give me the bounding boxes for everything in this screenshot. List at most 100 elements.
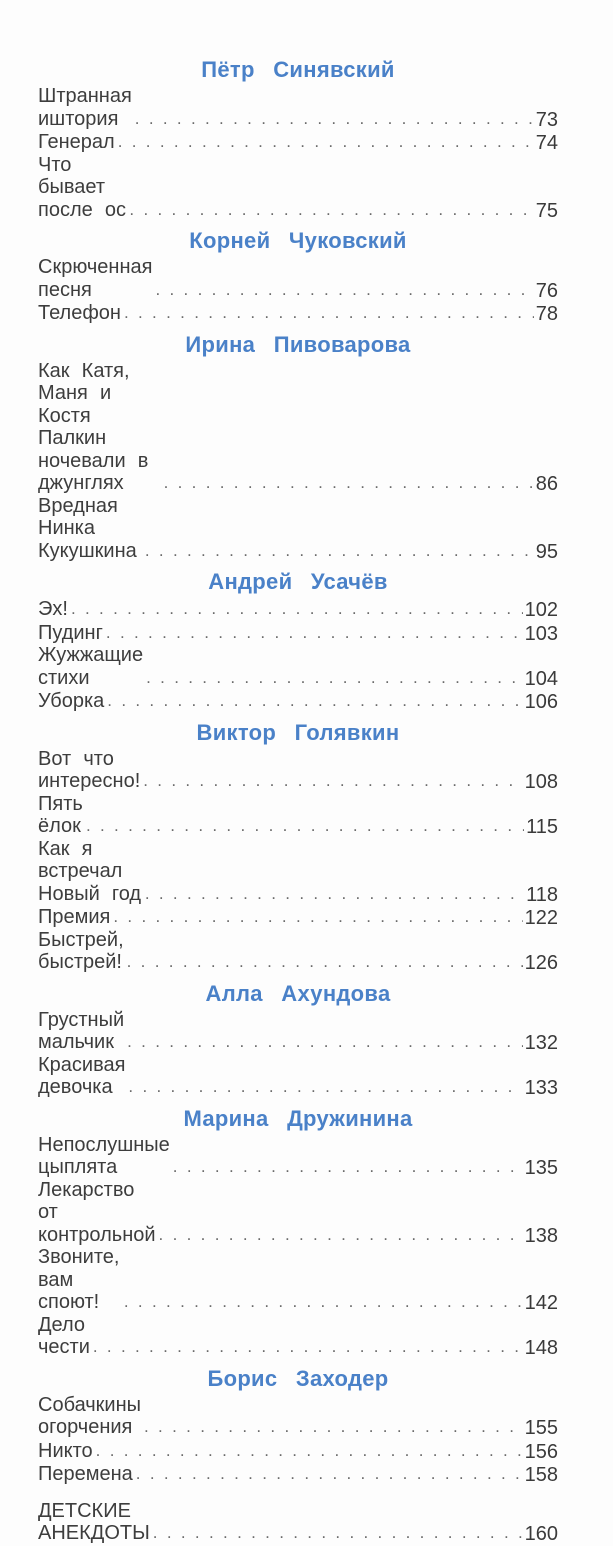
entry-title: Собачкины огорчения bbox=[38, 1393, 142, 1439]
entry-page-number: 95 bbox=[535, 540, 558, 563]
dotted-leader bbox=[93, 1335, 523, 1359]
toc-entry: Красивая девочка 133 bbox=[38, 1053, 558, 1100]
dotted-leader bbox=[129, 198, 533, 222]
author-heading: Корней Чуковский bbox=[189, 228, 407, 253]
dotted-leader bbox=[135, 107, 534, 131]
entry-page-number: 122 bbox=[524, 907, 558, 929]
entry-page-number: 106 bbox=[524, 691, 558, 713]
entry-page-number: 104 bbox=[524, 667, 558, 690]
entry-page-number: 115 bbox=[526, 816, 558, 838]
toc-entry: Грустный мальчик 132 bbox=[38, 1008, 558, 1055]
author-heading: Марина Дружинина bbox=[183, 1105, 413, 1131]
toc-entry: Пять ёлок 115 bbox=[38, 792, 558, 839]
entry-title: Вредная Нинка Кукушкина bbox=[38, 494, 137, 562]
dotted-leader bbox=[124, 301, 534, 325]
dotted-leader bbox=[159, 1223, 523, 1247]
entry-title: Звоните, вам споют! bbox=[38, 1246, 120, 1313]
entry-page-number: 103 bbox=[524, 622, 558, 645]
entry-page-number: 78 bbox=[535, 303, 558, 325]
entry-page-number: 75 bbox=[535, 199, 558, 222]
entry-title: Быстрей, быстрей! bbox=[38, 928, 124, 974]
toc-entry: ДЕТСКИЕ АНЕКДОТЫ 160 bbox=[38, 1499, 558, 1546]
dotted-leader bbox=[146, 666, 523, 690]
entry-title: Генерал bbox=[38, 131, 115, 153]
entry-title: Пудинг bbox=[38, 621, 103, 644]
toc-entry: Жужжащие стихи 104 bbox=[38, 644, 558, 690]
entry-title: Что бывает после ос bbox=[38, 153, 127, 221]
entry-title: Дело чести bbox=[38, 1313, 90, 1359]
entry-page-number: 158 bbox=[524, 1464, 558, 1486]
toc-entry: Телефон 78 bbox=[38, 301, 558, 325]
toc-entry: Генерал 74 bbox=[38, 130, 558, 154]
author-heading: Виктор Голявкин bbox=[196, 719, 400, 745]
dotted-leader bbox=[155, 278, 533, 302]
entry-title: Телефон bbox=[38, 302, 121, 324]
entry-title: ДЕТСКИЕ АНЕКДОТЫ bbox=[38, 1499, 150, 1545]
toc-entry: Как я встречал Новый год 118 bbox=[38, 838, 558, 906]
author-heading: Алла Ахундова bbox=[205, 980, 391, 1006]
entry-page-number: 148 bbox=[524, 1337, 558, 1359]
entry-page-number: 142 bbox=[524, 1292, 558, 1314]
entry-page-number: 160 bbox=[524, 1523, 558, 1545]
dotted-leader bbox=[86, 814, 524, 838]
toc-entry: Перемена 158 bbox=[38, 1462, 558, 1486]
dotted-leader bbox=[107, 689, 522, 713]
toc-entry: Премия 122 bbox=[38, 905, 558, 929]
toc-entry: Штранная иштория 73 bbox=[38, 85, 558, 131]
toc-entry: Уборка 106 bbox=[38, 689, 558, 713]
toc-section: Пётр Синявский Штранная иштория 73 Генерал 7… bbox=[38, 57, 558, 222]
toc-entry: Собачкины огорчения 155 bbox=[38, 1393, 558, 1440]
toc-entry: Как Катя, Маня и Костя Палкин ночевали в… bbox=[38, 359, 558, 496]
dotted-leader bbox=[106, 621, 523, 645]
dotted-leader bbox=[153, 1521, 523, 1545]
entry-title: Эх! bbox=[38, 598, 68, 620]
entry-title: Пять ёлок bbox=[38, 792, 83, 838]
entry-title: Грустный мальчик bbox=[38, 1008, 125, 1054]
dotted-leader bbox=[127, 950, 523, 974]
author-heading: Андрей Усачёв bbox=[208, 569, 388, 594]
dotted-leader bbox=[96, 1439, 523, 1463]
author-heading: Пётр Синявский bbox=[201, 57, 395, 82]
book-toc-page: Пётр Синявский Штранная иштория 73 Генерал 7… bbox=[0, 0, 613, 1001]
toc-entry: Никто 156 bbox=[38, 1439, 558, 1463]
dotted-leader bbox=[145, 882, 524, 906]
dotted-leader bbox=[143, 769, 522, 793]
entry-page-number: 76 bbox=[535, 279, 558, 302]
toc-entry: Лекарство от контрольной 138 bbox=[38, 1179, 558, 1247]
dotted-leader bbox=[71, 597, 523, 621]
entry-page-number: 73 bbox=[535, 108, 558, 131]
entry-title: Как Катя, Маня и Костя Палкин ночевали в… bbox=[38, 359, 149, 495]
dotted-leader bbox=[144, 1415, 523, 1439]
toc-entry: Непослушные цыплята 135 bbox=[38, 1134, 558, 1180]
author-heading: Ирина Пивоварова bbox=[185, 331, 411, 357]
toc-section: Марина Дружинина Непослушные цыплята135Ле… bbox=[38, 1105, 558, 1360]
toc-entry: Быстрей, быстрей! 126 bbox=[38, 928, 558, 975]
entry-title: Скрюченная песня bbox=[38, 256, 153, 301]
dotted-leader bbox=[124, 1290, 523, 1314]
entry-page-number: 102 bbox=[524, 599, 558, 621]
toc-entry: Вредная Нинка Кукушкина 95 bbox=[38, 495, 558, 563]
toc-entry: Пудинг 103 bbox=[38, 621, 558, 645]
entry-title: Вот что интересно! bbox=[38, 747, 141, 793]
entry-title: Никто bbox=[38, 1439, 93, 1462]
entry-title: Красивая девочка bbox=[38, 1053, 126, 1099]
dotted-leader bbox=[145, 539, 534, 563]
table-of-contents: Пётр Синявский Штранная иштория 73 Генерал 7… bbox=[38, 57, 558, 1546]
toc-entry: Скрюченная песня 76 bbox=[38, 256, 558, 302]
entry-page-number: 74 bbox=[535, 132, 558, 154]
entry-title: Лекарство от контрольной bbox=[38, 1178, 156, 1246]
entry-page-number: 156 bbox=[524, 1440, 558, 1463]
author-heading: Борис Заходер bbox=[207, 1365, 389, 1391]
toc-entry: Дело чести 148 bbox=[38, 1313, 558, 1360]
dotted-leader bbox=[113, 905, 522, 929]
entry-page-number: 108 bbox=[524, 771, 558, 793]
entry-title: Уборка bbox=[38, 690, 105, 712]
dotted-leader bbox=[164, 471, 534, 495]
dotted-leader bbox=[136, 1462, 523, 1486]
entry-page-number: 118 bbox=[526, 883, 558, 906]
